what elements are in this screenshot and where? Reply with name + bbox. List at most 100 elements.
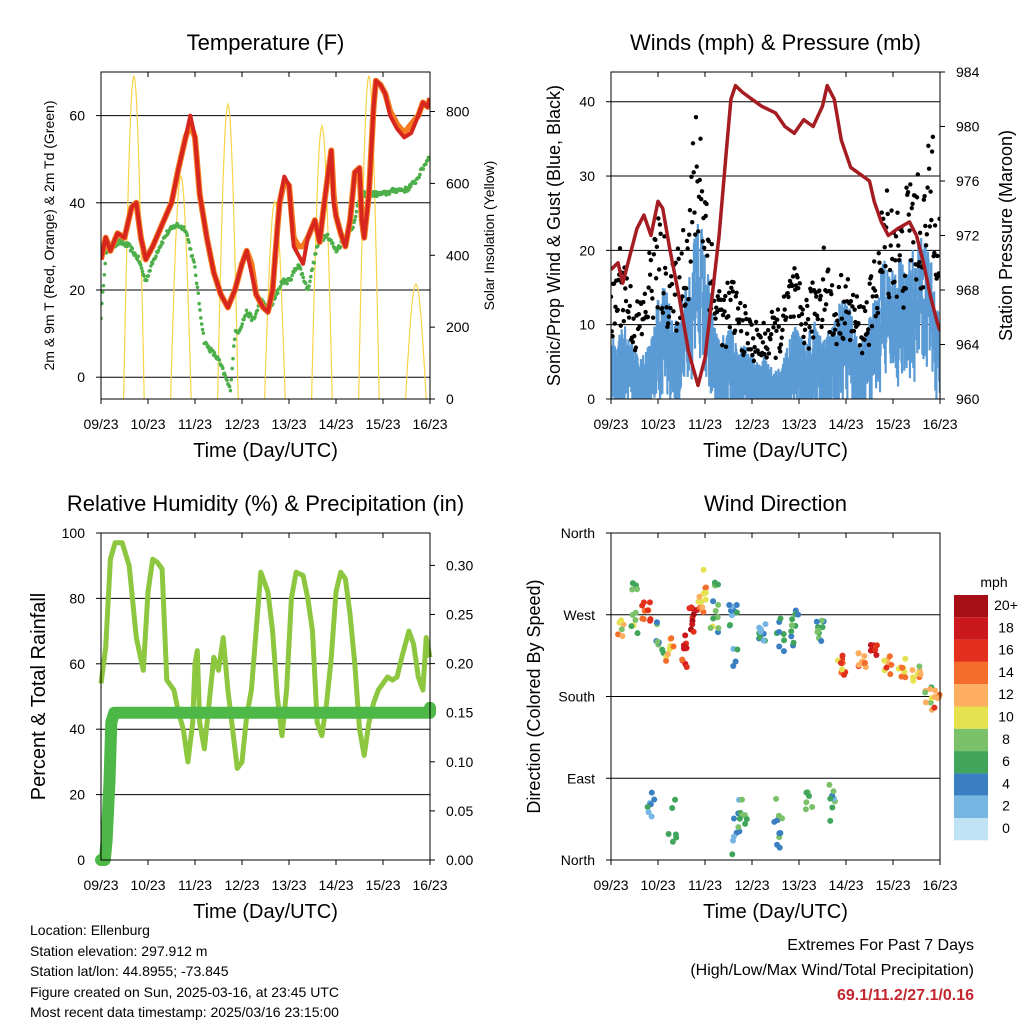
dewpoint-point: [242, 317, 246, 322]
gust-point: [768, 337, 773, 342]
direction-point: [702, 596, 709, 603]
gust-point: [801, 334, 806, 340]
dewpoint-point: [310, 267, 315, 271]
dewpoint-point: [424, 162, 428, 166]
dewpoint-point: [351, 225, 355, 230]
gust-point: [875, 305, 880, 311]
y2-tick-label: 968: [956, 282, 980, 298]
dewpoint-point: [139, 266, 144, 271]
gust-point: [755, 348, 760, 353]
gust-point: [680, 294, 685, 299]
dewpoint-point: [130, 246, 135, 251]
gust-point: [834, 341, 839, 347]
gust-point: [868, 274, 874, 279]
y-tick-label: North: [561, 525, 595, 541]
gust-point: [717, 289, 722, 294]
dewpoint-point: [190, 253, 195, 258]
y2-tick-label: 0: [446, 391, 454, 407]
dewpoint-point: [427, 155, 430, 160]
gust-point: [674, 328, 679, 333]
y2-tick-label: 972: [956, 228, 980, 244]
direction-point: [758, 626, 765, 633]
location-label: Location: Ellenburg: [30, 922, 150, 938]
direction-point: [639, 602, 646, 609]
x-tick-label: 13/23: [271, 416, 306, 432]
gust-point: [799, 311, 805, 317]
gust-point: [698, 136, 703, 141]
gust-point: [929, 217, 934, 223]
gust-point: [923, 243, 929, 248]
direction-point: [855, 650, 862, 657]
x-tick-label: 16/23: [412, 416, 447, 432]
direction-point: [777, 615, 784, 622]
direction-point: [682, 632, 689, 639]
dewpoint-point: [194, 281, 199, 286]
direction-point: [855, 662, 862, 669]
direction-point: [819, 624, 826, 631]
gust-point: [864, 300, 869, 305]
direction-point: [841, 671, 848, 678]
winds-y2label: Station Pressure (Maroon): [996, 130, 1016, 341]
direction-point: [673, 834, 680, 841]
direction-point: [659, 646, 666, 653]
gust-point: [810, 280, 815, 285]
dewpoint-point: [425, 158, 430, 163]
gust-point: [856, 321, 861, 326]
gust-point: [613, 304, 618, 310]
gust-point: [848, 299, 854, 304]
dewpoint-point: [101, 301, 104, 306]
direction-point: [827, 817, 834, 824]
gust-point: [669, 281, 675, 287]
direction-point: [776, 830, 783, 837]
gust-point: [687, 207, 693, 213]
gust-point: [685, 246, 690, 251]
gust-point: [656, 216, 661, 221]
gust-point: [823, 302, 829, 307]
gust-point: [882, 245, 887, 250]
gust-point: [729, 285, 734, 291]
legend-swatch: [954, 617, 988, 640]
gust-point: [611, 329, 614, 334]
gust-point: [722, 309, 727, 314]
direction-point: [743, 816, 750, 823]
gust-point: [929, 149, 935, 154]
gust-point: [692, 210, 697, 215]
legend-label: 8: [1002, 731, 1010, 747]
y-tick-label: 0: [587, 391, 595, 407]
gust-point: [833, 312, 839, 317]
direction-point: [619, 633, 626, 640]
direction-point: [683, 664, 690, 671]
gust-point: [781, 294, 787, 299]
gust-point: [847, 337, 853, 343]
gust-point: [642, 291, 648, 297]
gust-point: [796, 286, 801, 291]
direction-point: [714, 614, 721, 621]
x-tick-label: 14/23: [828, 416, 863, 432]
direction-point: [839, 666, 846, 673]
x-tick-label: 16/23: [922, 877, 957, 893]
y-tick-label: 40: [579, 94, 595, 110]
legend-swatch: [954, 706, 988, 729]
gust-point: [936, 271, 940, 276]
temperature-plot-area: [101, 75, 430, 399]
y-tick-label: 30: [579, 168, 595, 184]
direction-point: [679, 656, 686, 663]
gust-point: [704, 201, 709, 207]
direction-point: [931, 704, 938, 711]
gust-point: [762, 351, 767, 357]
direction-point: [690, 628, 697, 635]
gust-point: [659, 305, 665, 311]
gust-point: [927, 224, 933, 229]
gust-point: [653, 237, 658, 243]
gust-point: [723, 293, 728, 299]
gust-point: [738, 300, 743, 306]
gust-point: [612, 321, 617, 326]
winds-plot-area: [611, 83, 940, 399]
gust-point: [690, 220, 695, 225]
direction-point: [861, 659, 868, 666]
gust-point: [643, 309, 648, 315]
gust-point: [802, 340, 807, 346]
gust-point: [870, 294, 875, 299]
x-tick-label: 10/23: [640, 877, 675, 893]
direction-point: [916, 663, 923, 670]
